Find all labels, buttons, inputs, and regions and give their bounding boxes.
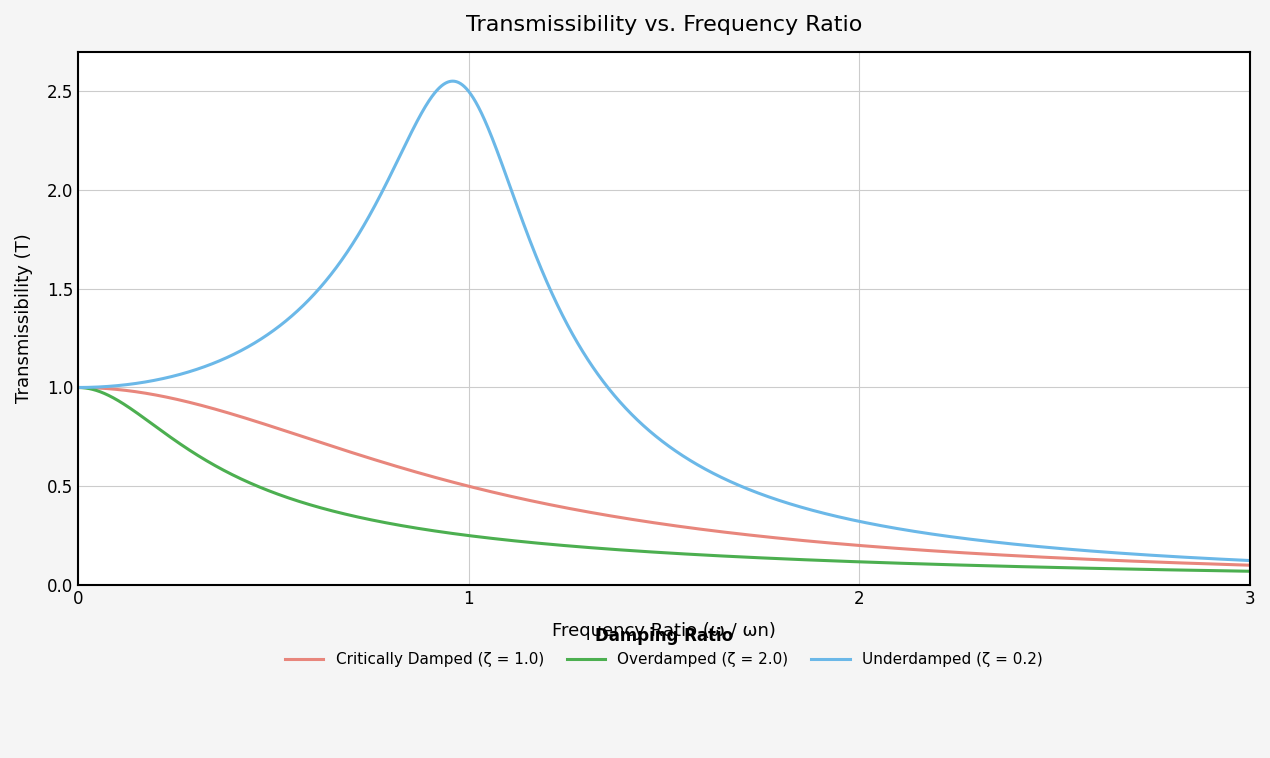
Overdamped (ζ = 2.0) — [1093, 564, 1109, 573]
Overdamped (ζ = 2.0) — [274, 491, 290, 500]
Overdamped (ζ = 2.0) — [1219, 566, 1234, 575]
Underdamped (ζ = 0.2) — [444, 77, 460, 86]
Critically Damped (ζ = 1.0) — [1242, 561, 1257, 570]
Critically Damped (ζ = 1.0) — [1093, 556, 1109, 565]
Critically Damped (ζ = 1.0) — [71, 383, 86, 392]
Legend: Critically Damped (ζ = 1.0), Overdamped (ζ = 2.0), Underdamped (ζ = 0.2): Critically Damped (ζ = 1.0), Overdamped … — [279, 620, 1049, 673]
Underdamped (ζ = 0.2) — [572, 340, 587, 349]
Line: Underdamped (ζ = 0.2): Underdamped (ζ = 0.2) — [79, 81, 1250, 560]
Critically Damped (ζ = 1.0) — [274, 425, 290, 434]
Critically Damped (ζ = 1.0) — [570, 506, 585, 515]
Line: Critically Damped (ζ = 1.0): Critically Damped (ζ = 1.0) — [79, 387, 1250, 565]
Critically Damped (ζ = 1.0) — [204, 404, 220, 413]
Underdamped (ζ = 0.2) — [274, 320, 290, 329]
Underdamped (ζ = 0.2) — [1242, 556, 1257, 565]
Underdamped (ζ = 0.2) — [521, 231, 536, 240]
X-axis label: Frequency Ratio (ω / ωn): Frequency Ratio (ω / ωn) — [552, 622, 776, 640]
Overdamped (ζ = 2.0) — [204, 459, 220, 468]
Underdamped (ζ = 0.2) — [1219, 555, 1234, 564]
Critically Damped (ζ = 1.0) — [1219, 560, 1234, 569]
Critically Damped (ζ = 1.0) — [519, 496, 535, 505]
Underdamped (ζ = 0.2) — [71, 383, 86, 392]
Overdamped (ζ = 2.0) — [519, 537, 535, 547]
Underdamped (ζ = 0.2) — [204, 359, 220, 368]
Title: Transmissibility vs. Frequency Ratio: Transmissibility vs. Frequency Ratio — [466, 15, 862, 35]
Overdamped (ζ = 2.0) — [1242, 567, 1257, 576]
Line: Overdamped (ζ = 2.0): Overdamped (ζ = 2.0) — [79, 387, 1250, 572]
Overdamped (ζ = 2.0) — [570, 542, 585, 551]
Underdamped (ζ = 0.2) — [1093, 547, 1109, 556]
Y-axis label: Transmissibility (T): Transmissibility (T) — [15, 233, 33, 403]
Overdamped (ζ = 2.0) — [71, 383, 86, 392]
